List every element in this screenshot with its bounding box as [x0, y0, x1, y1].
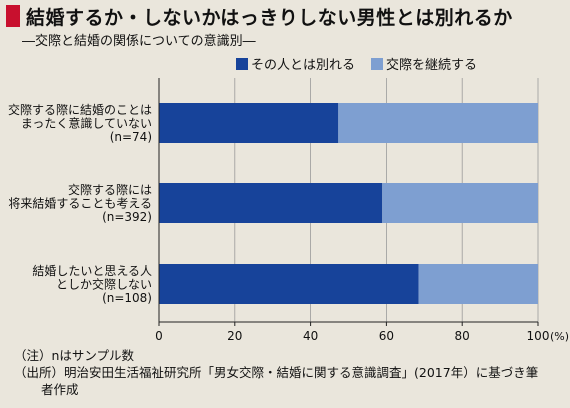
title-accent-bar	[6, 5, 20, 27]
x-tick-label: 0	[155, 329, 163, 343]
category-label: 結婚したいと思える人	[32, 264, 152, 278]
category-label: (n=108)	[102, 291, 152, 305]
note-source-cont: 者作成	[41, 382, 79, 397]
footnotes: （注）nはサンプル数 （出所）明治安田生活福祉研究所「男女交際・結婚に関する意識…	[14, 347, 538, 398]
x-tick-label: 60	[379, 329, 394, 343]
note-sample-size: （注）nはサンプル数	[14, 348, 135, 363]
legend-item-breakup: その人とは別れる	[236, 54, 355, 73]
x-tick-label: 40	[303, 329, 318, 343]
chart-title: 結婚するか・しないかはっきりしない男性とは別れるか	[26, 7, 513, 29]
category-label: まったく意識していない	[21, 116, 152, 131]
category-label: 将来結婚することも考える	[8, 197, 152, 211]
bar-segment-breakup	[159, 103, 339, 143]
x-tick-label: 100	[527, 329, 550, 343]
legend-label-continue: 交際を継続する	[386, 58, 478, 73]
category-label: 交際する際に結婚のことは	[8, 102, 152, 117]
x-tick-label: 80	[455, 329, 470, 343]
chart-subtitle: ―交際と結婚の関係についての意識別―	[22, 34, 256, 49]
legend: その人とは別れる 交際を継続する	[236, 54, 493, 73]
bar-segment-breakup	[159, 264, 419, 304]
legend-label-breakup: その人とは別れる	[251, 58, 356, 73]
bar-segment-continue	[338, 103, 538, 143]
bar-segment-breakup	[159, 183, 383, 223]
category-label: (n=74)	[110, 130, 152, 144]
category-label: (n=392)	[102, 210, 152, 224]
legend-swatch-continue	[371, 57, 384, 70]
bar-segment-continue	[382, 183, 538, 223]
x-tick-label: 20	[227, 329, 242, 343]
legend-swatch-breakup	[236, 57, 248, 70]
bar-segment-continue	[418, 264, 538, 304]
category-label: としか交際しない	[56, 277, 152, 292]
category-label: 交際する際には	[68, 182, 152, 197]
note-source: （出所）明治安田生活福祉研究所「男女交際・結婚に関する意識調査」(2017年）に…	[14, 365, 539, 380]
legend-item-continue: 交際を継続する	[371, 54, 477, 73]
x-unit-label: (%)	[550, 330, 569, 343]
